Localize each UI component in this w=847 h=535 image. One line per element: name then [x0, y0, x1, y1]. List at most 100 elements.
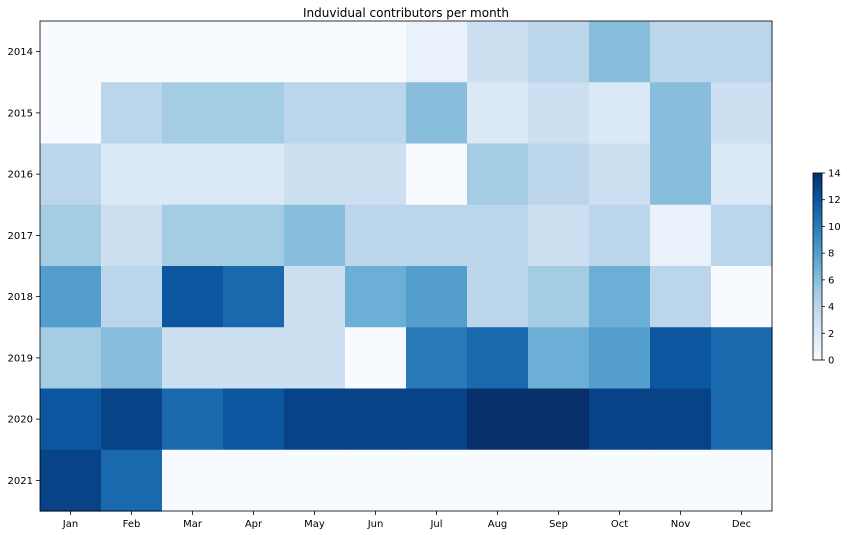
heatmap-cell-2017-jun	[345, 204, 407, 267]
heatmap-cell-2014-aug	[467, 21, 529, 83]
heatmap-cell-2018-feb	[101, 266, 163, 328]
y-tick-label-2018: 2018	[8, 292, 33, 303]
heatmap-cell-2020-oct	[589, 388, 651, 451]
heatmap-cell-2016-jan	[40, 143, 102, 206]
x-axis: Jan Feb Mar Apr May Jun Jul Aug Sep Oct Nov Dec	[62, 511, 751, 530]
y-tick-label-2020: 2020	[8, 415, 33, 426]
colorbar-tick-label-4: 4	[828, 302, 834, 313]
heatmap-cell-2016-may	[284, 143, 346, 206]
heatmap-cell-2016-feb	[101, 143, 163, 206]
heatmap-cell-2014-jan	[40, 21, 102, 83]
heatmap-cell-2014-apr	[223, 21, 285, 83]
heatmap-cell-2018-oct	[589, 266, 651, 328]
heatmap-cell-2017-feb	[101, 204, 163, 267]
heatmap-cell-2014-nov	[650, 21, 712, 83]
heatmap-cell-2020-dec	[711, 388, 773, 451]
heatmap-cell-2017-sep	[528, 204, 590, 267]
heatmap-cell-2020-aug	[467, 388, 529, 451]
heatmap-cell-2018-mar	[162, 266, 224, 328]
heatmap-cell-2015-feb	[101, 82, 163, 145]
heatmap-cell-2019-jun	[345, 327, 407, 390]
x-tick-label-jan: Jan	[62, 519, 78, 530]
heatmap-cell-2019-may	[284, 327, 346, 390]
heatmap-cell-2019-apr	[223, 327, 285, 390]
heatmap-cell-2017-oct	[589, 204, 651, 267]
heatmap-cell-2020-sep	[528, 388, 590, 451]
x-tick-label-oct: Oct	[611, 519, 628, 530]
heatmap-cell-2018-apr	[223, 266, 285, 328]
x-tick-label-nov: Nov	[671, 519, 691, 530]
y-tick-label-2021: 2021	[8, 476, 33, 487]
heatmap-cell-2015-jun	[345, 82, 407, 145]
heatmap-cell-2015-dec	[711, 82, 773, 145]
colorbar: 0 2 4 6 8 10 12 14	[812, 169, 841, 367]
heatmap-cell-2017-aug	[467, 204, 529, 267]
heatmap-cell-2020-mar	[162, 388, 224, 451]
x-tick-label-apr: Apr	[245, 519, 263, 530]
heatmap-cell-2019-oct	[589, 327, 651, 390]
x-tick-label-jun: Jun	[367, 519, 384, 530]
heatmap-cell-2014-jun	[345, 21, 407, 83]
heatmap-cell-2021-sep	[528, 449, 590, 512]
heatmap-cell-2016-mar	[162, 143, 224, 206]
heatmap-cell-2021-oct	[589, 449, 651, 512]
colorbar-gradient	[812, 172, 823, 361]
heatmap-cell-2015-apr	[223, 82, 285, 145]
heatmap-cell-2016-aug	[467, 143, 529, 206]
y-tick-label-2014: 2014	[8, 47, 33, 58]
heatmap-cell-2020-apr	[223, 388, 285, 451]
colorbar-tick-label-12: 12	[828, 195, 841, 206]
heatmap-cell-2017-dec	[711, 204, 773, 267]
heatmap-cell-2016-dec	[711, 143, 773, 206]
x-tick-label-sep: Sep	[549, 519, 568, 530]
heatmap-cell-2015-sep	[528, 82, 590, 145]
heatmap-cell-2016-sep	[528, 143, 590, 206]
heatmap-cell-2021-jun	[345, 449, 407, 512]
heatmap-cell-2015-may	[284, 82, 346, 145]
heatmap-cell-2016-apr	[223, 143, 285, 206]
chart-title: Induvidual contributors per month	[303, 6, 509, 20]
heatmap-cell-2018-may	[284, 266, 346, 328]
heatmap-cell-2019-feb	[101, 327, 163, 390]
heatmap-cell-2015-aug	[467, 82, 529, 145]
heatmap-cell-2015-jul	[406, 82, 468, 145]
heatmap-cell-2021-may	[284, 449, 346, 512]
heatmap-cell-2014-feb	[101, 21, 163, 83]
x-tick-label-aug: Aug	[488, 519, 508, 530]
heatmap-cell-2018-jun	[345, 266, 407, 328]
heatmap-cell-2015-oct	[589, 82, 651, 145]
heatmap-cell-2021-jan	[40, 449, 102, 512]
heatmap-cell-2020-feb	[101, 388, 163, 451]
heatmap-cell-2019-aug	[467, 327, 529, 390]
heatmap-cell-2014-sep	[528, 21, 590, 83]
y-axis: 2014 2015 2016 2017 2018 2019 2020 2021	[8, 47, 40, 487]
y-tick-label-2019: 2019	[8, 353, 33, 364]
heatmap-cell-2015-jan	[40, 82, 102, 145]
heatmap-cell-2018-dec	[711, 266, 773, 328]
heatmap-cell-2021-nov	[650, 449, 712, 512]
heatmap-cell-2016-jun	[345, 143, 407, 206]
heatmap-cell-2019-jul	[406, 327, 468, 390]
heatmap-cell-2018-aug	[467, 266, 529, 328]
heatmap-cell-2015-mar	[162, 82, 224, 145]
heatmap-cell-2014-may	[284, 21, 346, 83]
plot-frame	[39, 20, 773, 512]
heatmap-cell-2017-nov	[650, 204, 712, 267]
heatmap-cell-2016-jul	[406, 143, 468, 206]
heatmap-cell-2018-jul	[406, 266, 468, 328]
heatmap-cell-2017-mar	[162, 204, 224, 267]
heatmap-cell-2019-dec	[711, 327, 773, 390]
heatmap-cell-2015-nov	[650, 82, 712, 145]
heatmap-cell-2021-aug	[467, 449, 529, 512]
colorbar-tick-label-10: 10	[828, 222, 841, 233]
heatmap-cell-2016-nov	[650, 143, 712, 206]
x-tick-label-mar: Mar	[183, 519, 203, 530]
heatmap-cell-2021-mar	[162, 449, 224, 512]
colorbar-tick-label-6: 6	[828, 275, 834, 286]
heatmap-cell-2020-nov	[650, 388, 712, 451]
heatmap-cell-2017-apr	[223, 204, 285, 267]
heatmap-cell-2021-apr	[223, 449, 285, 512]
heatmap-cell-2021-feb	[101, 449, 163, 512]
heatmap-cell-2019-nov	[650, 327, 712, 390]
heatmap-cell-2020-may	[284, 388, 346, 451]
